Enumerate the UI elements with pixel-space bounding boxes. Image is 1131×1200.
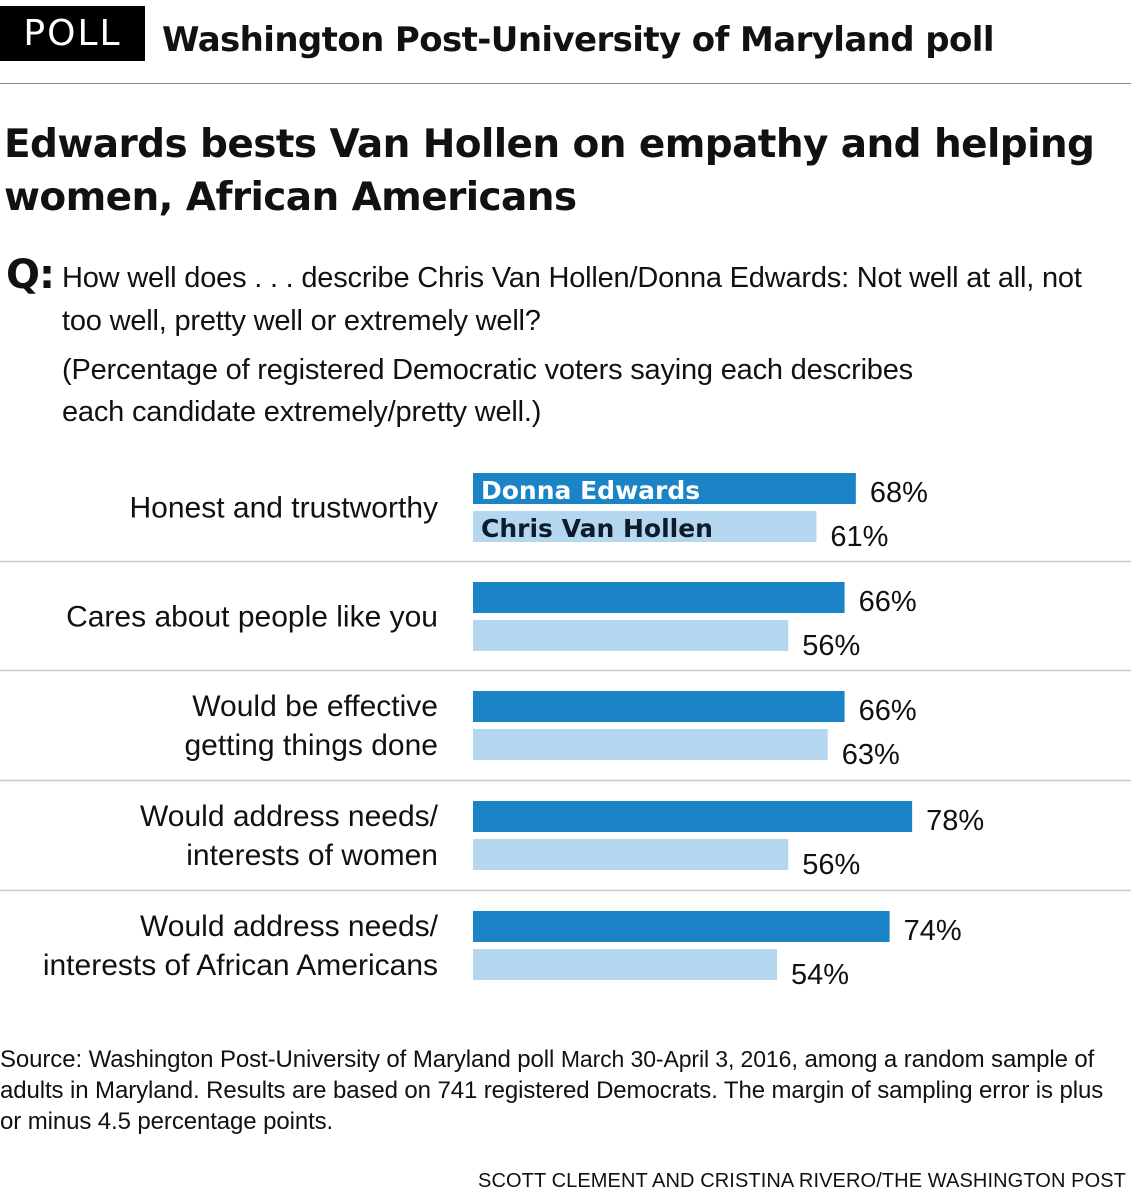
value-label-van-hollen-4: 54% (791, 959, 849, 991)
value-label-van-hollen-2: 63% (842, 739, 900, 771)
value-label-edwards-2: 66% (859, 695, 917, 727)
category-label-3-0: Would address needs/ (140, 800, 439, 833)
category-label-1-0: Cares about people like you (66, 601, 438, 634)
bar-van-hollen-1 (473, 620, 789, 651)
value-label-edwards-3: 78% (926, 805, 984, 837)
bar-van-hollen-2 (473, 729, 828, 760)
category-label-2-0: Would be effective (192, 690, 438, 723)
bar-edwards-1 (473, 582, 845, 613)
value-label-van-hollen-0: 61% (830, 521, 888, 553)
header-title: Washington Post-University of Maryland p… (162, 20, 994, 60)
bar-van-hollen-3 (473, 839, 789, 870)
bar-van-hollen-4 (473, 949, 778, 980)
credit-line: SCOTT CLEMENT AND CRISTINA RIVERO/THE WA… (478, 1170, 1126, 1192)
category-label-4-0: Would address needs/ (140, 910, 439, 943)
source-text: Source: Washington Post-University of Ma… (0, 1046, 561, 1073)
category-label-3-1: interests of women (186, 839, 438, 872)
value-label-edwards-0: 68% (870, 477, 928, 509)
value-label-van-hollen-3: 56% (802, 849, 860, 881)
legend-label-edwards: Donna Edwards (481, 476, 700, 505)
bar-edwards-0 (473, 473, 856, 504)
value-label-edwards-4: 74% (904, 915, 962, 947)
category-label-4-1: interests of African Americans (43, 949, 438, 982)
question-text: How well does . . . describe Chris Van H… (62, 262, 1082, 337)
source-note: Source: Washington Post-University of Ma… (0, 1044, 1125, 1137)
chart-note: (Percentage of registered Democratic vot… (62, 354, 913, 428)
question-prefix: Q: (6, 252, 55, 298)
poll-badge: POLL (0, 6, 145, 61)
bar-van-hollen-0 (473, 511, 817, 542)
bar-edwards-4 (473, 911, 890, 942)
bar-edwards-2 (473, 691, 845, 722)
legend-label-van-hollen: Chris Van Hollen (481, 514, 713, 543)
source-dates: March 30-April 3, 2016 (560, 1046, 792, 1072)
category-label-0-0: Honest and trustworthy (130, 492, 438, 525)
bar-edwards-3 (473, 801, 913, 832)
header-divider (0, 83, 1131, 84)
bar-chart: Honest and trustworthy 68% Donna Edwards 61… (0, 473, 1131, 991)
source-details: , among a random sample of adults in Mar… (0, 1046, 1104, 1135)
category-label-2-1: getting things done (184, 729, 438, 762)
value-label-van-hollen-1: 56% (802, 630, 860, 662)
value-label-edwards-1: 66% (859, 586, 917, 618)
chart-headline: Edwards bests Van Hollen on empathy and … (4, 122, 1095, 220)
